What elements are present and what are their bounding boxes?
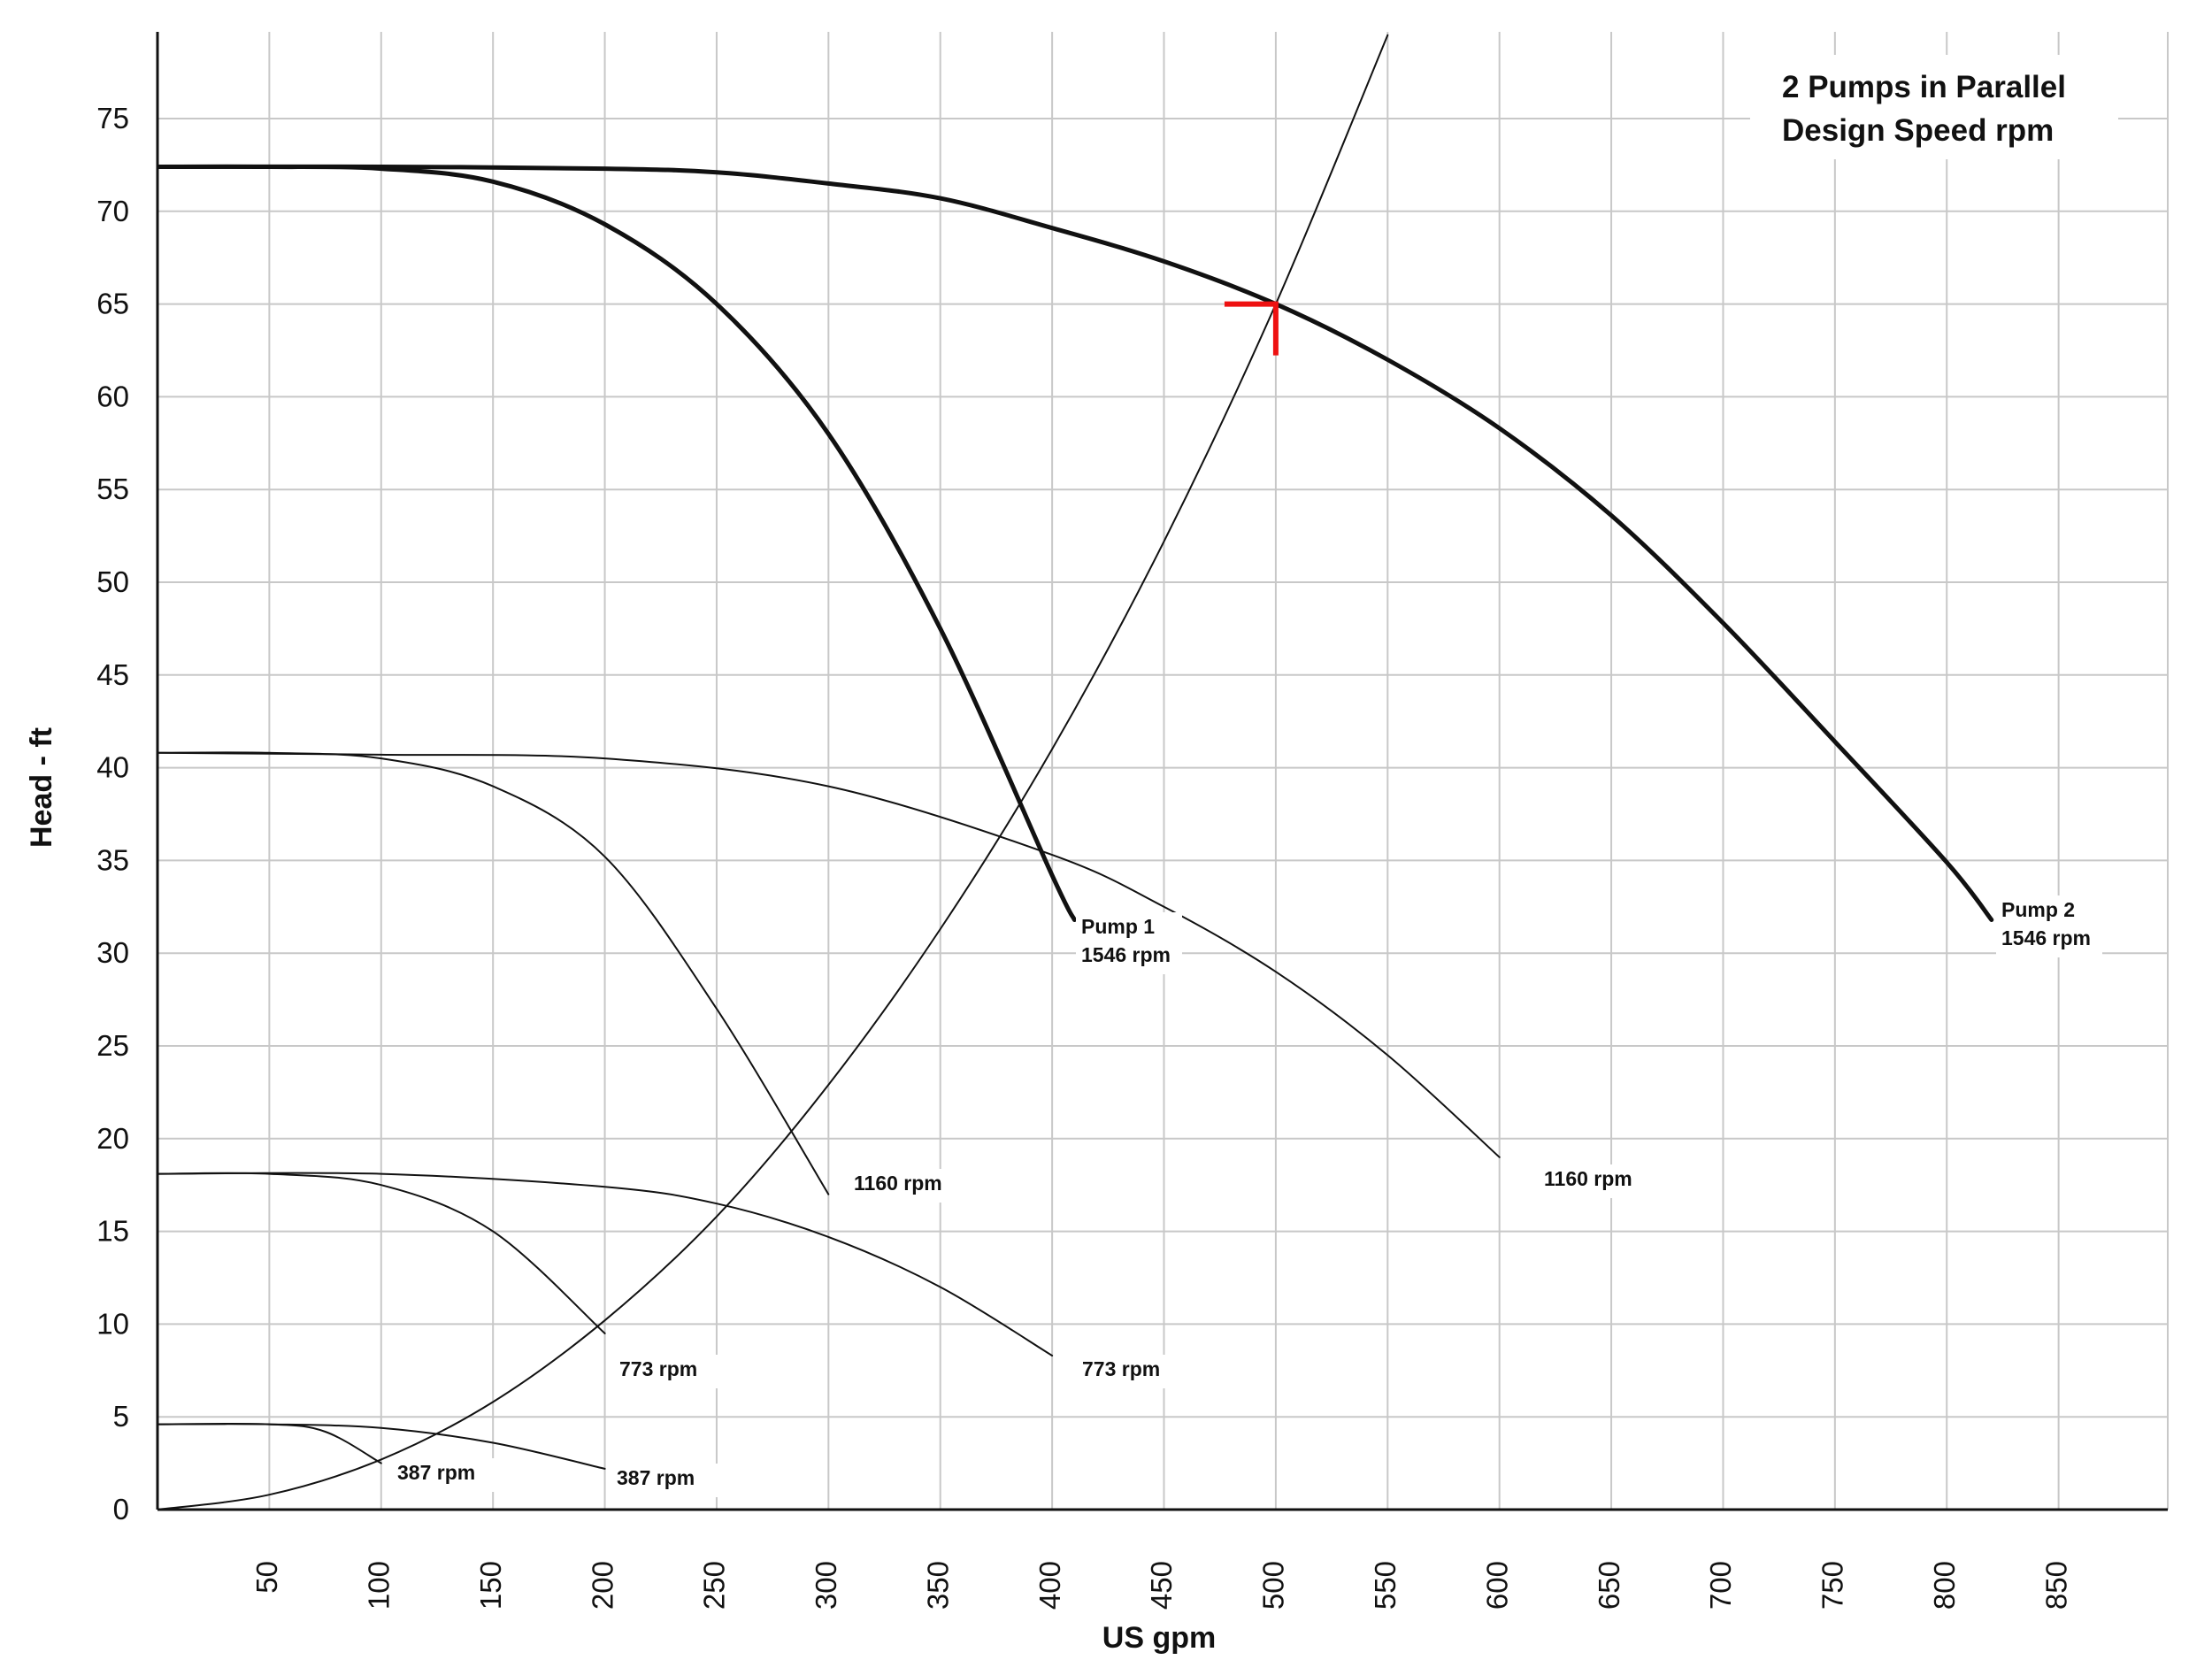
y-tick-label-75: 75 [96,102,129,134]
series-1-label-line-1: 1546 rpm [2001,926,2091,949]
series-1-label-bg [1996,895,2102,957]
series-6-label: 387 rpm [392,1458,498,1492]
y-tick-label-50: 50 [96,565,129,598]
x-tick-label-200: 200 [586,1561,618,1610]
x-tick-label-550: 550 [1369,1561,1402,1610]
curves [157,34,1994,1510]
series-2-label-bg [849,1169,955,1203]
grid [157,32,2169,1510]
series-5-curve [157,1172,1054,1356]
series-4-label-bg [614,1355,720,1388]
x-tick-label-850: 850 [2039,1561,2072,1610]
x-tick-label-800: 800 [1928,1561,1961,1610]
y-tick-label-0: 0 [113,1493,129,1526]
chart-title: 2 Pumps in Parallel Design Speed rpm [1750,55,2118,159]
series-5-label: 773 rpm [1077,1355,1183,1388]
y-tick-label-35: 35 [96,843,129,876]
series-5-label-bg [1077,1355,1183,1388]
x-tick-label-150: 150 [474,1561,507,1610]
y-tick-label-20: 20 [96,1122,129,1155]
x-tick-label-250: 250 [698,1561,731,1610]
series-3-label-line-0: 1160 rpm [1544,1167,1632,1190]
y-tick-label-55: 55 [96,473,129,505]
series-5-label-line-0: 773 rpm [1082,1357,1160,1380]
series-7-label-line-0: 387 rpm [617,1466,695,1489]
series-0-label-line-0: Pump 1 [1081,915,1155,938]
x-tick-label-750: 750 [1816,1561,1849,1610]
axes [156,32,2168,1511]
x-tick-label-650: 650 [1593,1561,1625,1610]
x-axis-title: US gpm [1102,1621,1216,1655]
y-tick-label-25: 25 [96,1029,129,1062]
x-tick-label-500: 500 [1257,1561,1290,1610]
series-0-label-bg [1076,912,1182,974]
series-0-curve [157,164,1077,922]
y-axis-title: Head - ft [25,727,58,848]
operating-point-marker [1224,301,1279,356]
x-tick-label-700: 700 [1704,1561,1737,1610]
x-tick-label-300: 300 [810,1561,842,1610]
series-3-label: 1160 rpm [1539,1164,1645,1198]
series-1-label: Pump 2 1546 rpm [1996,895,2102,957]
series-7-curve [157,1423,606,1470]
y-tick-label-15: 15 [96,1215,129,1248]
y-tick-label-45: 45 [96,658,129,691]
series-1-label-line-0: Pump 2 [2001,898,2075,921]
y-tick-label-70: 70 [96,195,129,227]
chart-title-bg [1750,55,2118,159]
series-7-label-bg [611,1464,718,1497]
y-tick-label-10: 10 [96,1307,129,1340]
series-1-curve [157,164,1994,922]
series-4-label-line-0: 773 rpm [619,1357,697,1380]
series-2-label: 1160 rpm [849,1169,955,1203]
x-tick-label-350: 350 [921,1561,954,1610]
y-tick-label-65: 65 [96,288,129,320]
y-tick-label-5: 5 [113,1400,129,1433]
series-7-label: 387 rpm [611,1464,718,1497]
x-tick-label-600: 600 [1480,1561,1513,1610]
series-4-label: 773 rpm [614,1355,720,1388]
series-2-label-line-0: 1160 rpm [854,1172,942,1195]
chart-title-line-0: 2 Pumps in Parallel [1782,70,2066,104]
series-0-label-line-1: 1546 rpm [1081,943,1171,966]
x-tick-label-450: 450 [1145,1561,1178,1610]
y-tick-label-40: 40 [96,751,129,784]
labels: 50 100 150 200 250 300 350 400 450 500 550 600 650 70… [96,102,2102,1610]
y-tick-label-60: 60 [96,380,129,412]
x-tick-label-400: 400 [1033,1561,1066,1610]
series-6-label-bg [392,1458,498,1492]
series-3-label-bg [1539,1164,1645,1198]
series-0-label: Pump 1 1546 rpm [1076,912,1182,974]
series-6-label-line-0: 387 rpm [397,1461,475,1484]
system-curve [157,34,1389,1510]
chart-title-line-1: Design Speed rpm [1782,113,2054,148]
x-tick-label-100: 100 [362,1561,395,1610]
x-tick-label-50: 50 [250,1561,283,1594]
series-3-curve [157,751,1501,1158]
y-tick-label-30: 30 [96,936,129,969]
